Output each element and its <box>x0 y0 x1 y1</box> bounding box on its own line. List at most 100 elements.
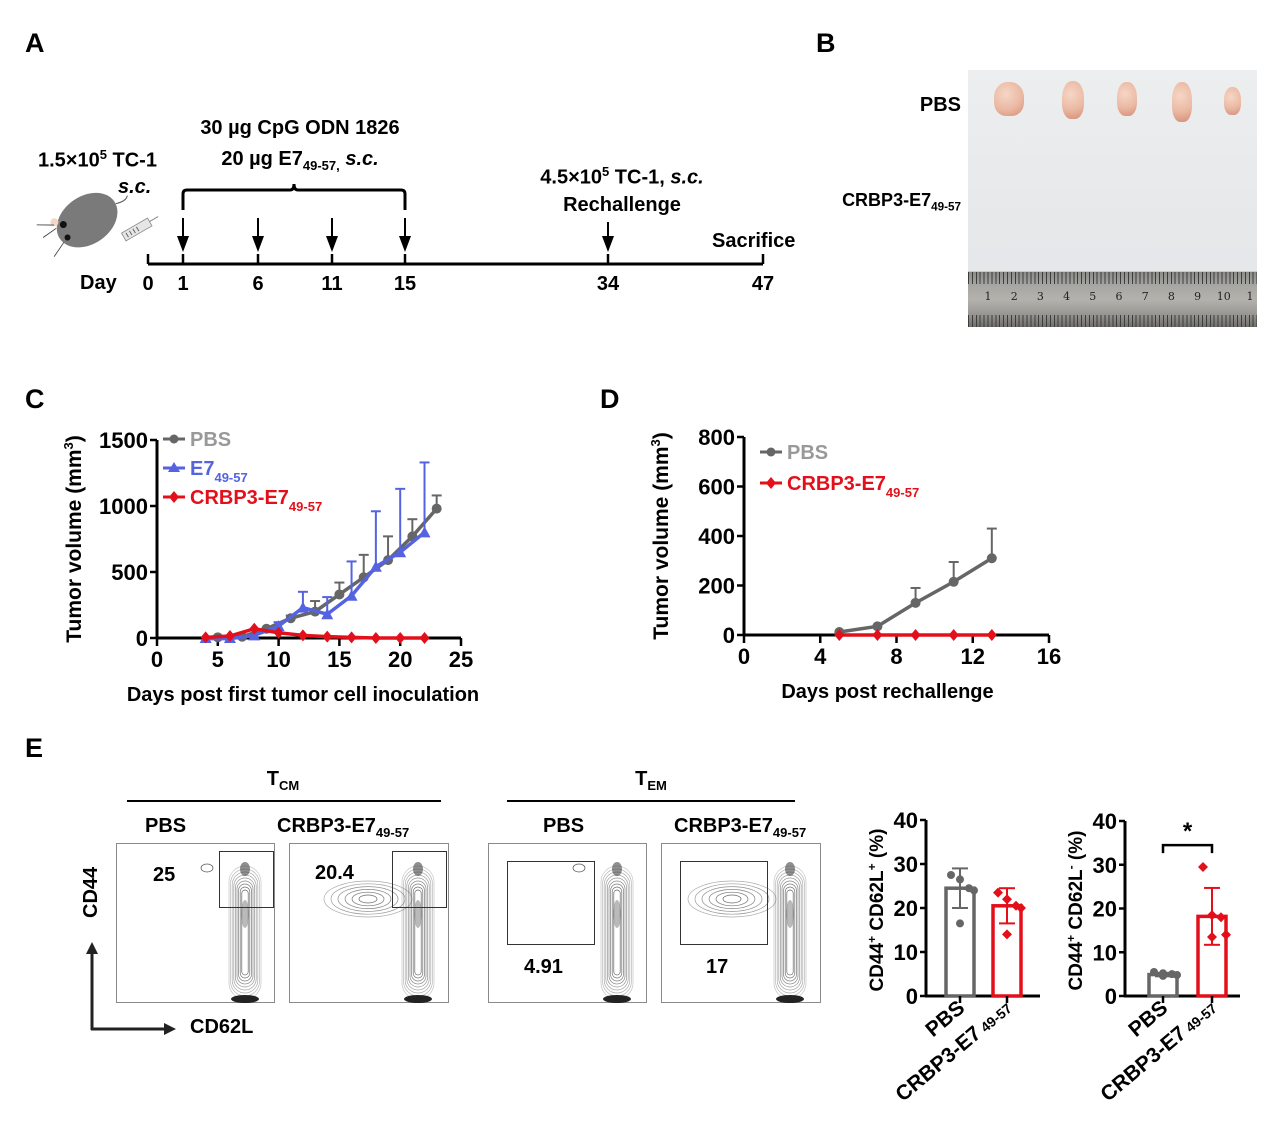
data-point <box>956 919 964 928</box>
group-title-tem: TEM <box>635 768 667 793</box>
contour-line <box>613 889 621 976</box>
label-sub: 49-57 <box>772 825 807 840</box>
contour-dense-core <box>240 862 250 876</box>
data-point <box>1159 971 1167 980</box>
data-point <box>321 608 334 620</box>
y-tick-label: 30 <box>894 852 918 877</box>
flow-plot-tcm-pbs: 25 <box>116 843 275 1003</box>
data-point <box>395 632 406 644</box>
contour-dense-core <box>786 900 794 928</box>
row-label-text: CRBP3-E7 <box>842 190 932 210</box>
data-point <box>224 630 235 643</box>
contour-plot <box>572 862 634 1003</box>
y-tick-label: 1000 <box>99 494 148 519</box>
tumor-photo: 1 2 3 4 5 6 7 8 9 10 1 <box>968 70 1257 327</box>
group-divider-tcm <box>127 800 441 802</box>
series-line <box>205 626 425 640</box>
contour-line <box>351 891 385 907</box>
vaccine-peptide-sub: 49-57, <box>302 158 340 173</box>
data-point <box>1002 894 1012 905</box>
data-point <box>986 553 997 564</box>
ruler-number: 7 <box>1141 290 1149 303</box>
x-tick-label: 16 <box>1037 644 1061 669</box>
tumor-5 <box>1224 87 1241 115</box>
flow-plot-tem-pbs: 4.91 <box>488 843 647 1003</box>
data-point <box>369 560 382 572</box>
photo-row-label-crbp3: CRBP3-E749-57 <box>842 190 961 214</box>
down-arrow-icon <box>399 236 411 252</box>
y-tick-label: 400 <box>698 524 735 549</box>
contour-dense-core <box>613 900 621 928</box>
series-crbp3-e7 <box>834 629 997 641</box>
data-point <box>1207 931 1217 942</box>
contour-line <box>236 880 254 985</box>
contour-dense-core <box>776 995 804 1003</box>
y-tick-label: 20 <box>1093 897 1117 922</box>
first-injection-dose: 1.5×10 <box>38 149 100 172</box>
data-point <box>986 629 997 641</box>
data-point <box>322 630 333 643</box>
vaccine-peptide: 20 µg E7 <box>221 148 303 170</box>
data-point <box>249 622 260 635</box>
mouse-icon <box>36 192 159 257</box>
data-point <box>200 631 211 644</box>
right-arrow-icon <box>164 1023 176 1035</box>
label-sub: 49-57 <box>375 825 410 840</box>
y-tick-label: 20 <box>894 896 918 921</box>
panel-letter-a: A <box>25 28 45 58</box>
contour-line <box>608 880 626 985</box>
data-point <box>248 629 261 641</box>
gate-percentage: 25 <box>153 864 176 886</box>
vaccination-brace <box>181 183 407 210</box>
vaccine-label-line2: 20 µg E749-57, s.c. <box>221 148 378 173</box>
data-point <box>297 629 308 642</box>
down-arrow-icon <box>326 236 338 252</box>
data-point <box>346 631 357 644</box>
x-tick-label: 0 <box>151 647 163 672</box>
contour-line <box>412 886 424 979</box>
down-arrow-icon <box>252 236 264 252</box>
panel-letter-e: E <box>25 733 44 763</box>
contour-line <box>200 863 214 873</box>
contour-line <box>235 877 255 988</box>
y-tick-label: 200 <box>698 574 735 599</box>
flow-label-tcm-pbs: PBS <box>145 815 187 837</box>
ruler-number: 10 <box>1216 290 1231 303</box>
y-tick-label: 40 <box>1093 809 1117 834</box>
day-label: Day <box>80 272 117 294</box>
label-text: CRBP3-E7 <box>674 815 773 837</box>
ruler-ticks-bottom <box>968 315 1257 327</box>
legend-label: PBS <box>787 442 828 464</box>
x-tick-label: 8 <box>890 644 902 669</box>
syringe-icon <box>120 216 159 242</box>
ruler: 1 2 3 4 5 6 7 8 9 10 1 <box>968 271 1257 327</box>
contour-line <box>238 883 252 982</box>
x-tick-label-sub: 49-57 <box>1182 1000 1220 1035</box>
data-point <box>948 576 959 587</box>
contour-line <box>701 886 763 912</box>
mouse-body <box>56 192 118 248</box>
group-title-main: T <box>635 768 648 790</box>
panel-letter-c: C <box>25 384 45 414</box>
y-tick-label: 10 <box>1093 940 1117 965</box>
x-tick-label: 5 <box>212 647 224 672</box>
legend-marker <box>766 477 776 489</box>
x-tick-label: 10 <box>266 647 290 672</box>
contour-line <box>607 877 627 988</box>
contour-plot <box>200 862 262 1003</box>
data-point <box>947 871 955 879</box>
row-label-text: PBS <box>919 94 961 116</box>
y-tick-label: 40 <box>894 808 918 833</box>
y-axis-title-sup: - <box>1064 865 1078 869</box>
contour-line <box>708 889 756 909</box>
tumor-4 <box>1172 82 1192 122</box>
series-crbp3-e7 <box>200 622 430 644</box>
y-axis-title-mid: CD62L <box>867 870 888 936</box>
contour-line <box>783 883 797 982</box>
data-point <box>1150 967 1158 976</box>
contour-line <box>414 889 422 976</box>
group-title-sub: CM <box>279 778 300 793</box>
rechallenge-label-line1: 4.5×105 TC-1, s.c. <box>540 164 703 190</box>
x-axis-title: Days post rechallenge <box>781 681 993 703</box>
